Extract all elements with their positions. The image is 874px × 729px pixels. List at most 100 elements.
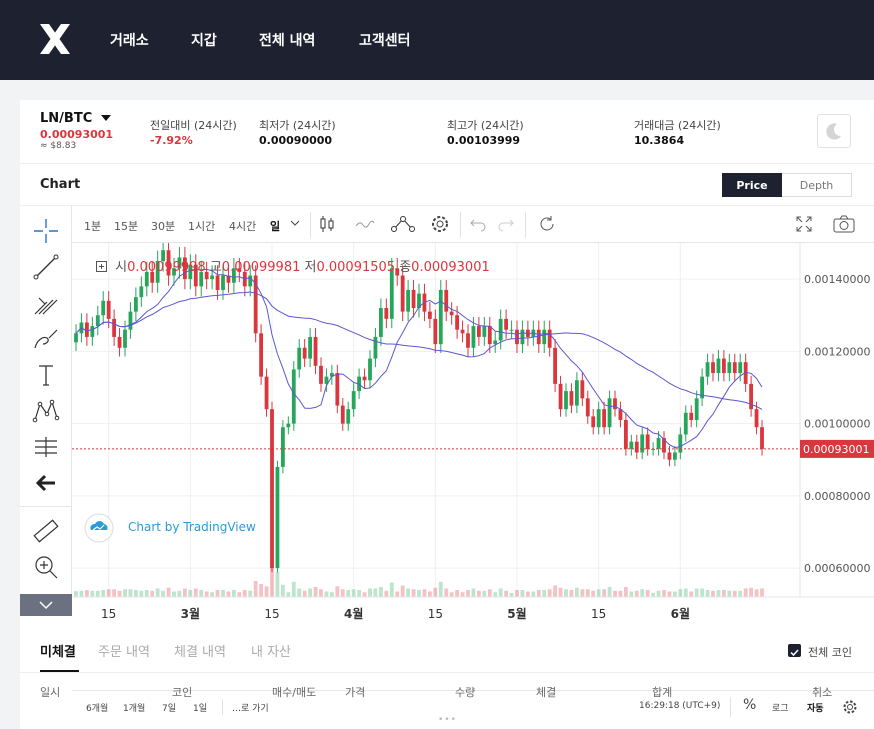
volume-bar [672, 591, 677, 597]
interval-4h[interactable]: 4시간 [229, 220, 257, 233]
interval-30m[interactable]: 30분 [151, 220, 176, 233]
text-icon[interactable] [31, 360, 61, 390]
prediction-icon[interactable] [31, 432, 61, 462]
volume-bar [645, 590, 650, 597]
volume-bar [689, 591, 694, 597]
candle-body [564, 391, 568, 410]
pair-selector[interactable]: LN/BTC [40, 111, 111, 126]
interval-dropdown-icon[interactable] [288, 216, 302, 230]
zoom-in-icon[interactable] [31, 552, 61, 582]
candle-body [487, 326, 492, 345]
camera-icon[interactable] [832, 214, 856, 234]
candle-body [161, 250, 166, 262]
nav-wallet[interactable]: 지갑 [191, 33, 217, 49]
refresh-icon[interactable] [537, 214, 557, 234]
volume-bar [455, 590, 460, 597]
candles-icon[interactable] [317, 214, 337, 234]
nav-support[interactable]: 고객센터 [359, 33, 411, 49]
candle-body [253, 275, 258, 334]
pair-usd-price: ≈ $8.83 [40, 141, 77, 151]
volume-bar [357, 590, 362, 597]
undo-icon[interactable] [468, 214, 488, 234]
candle-body [705, 362, 710, 377]
log-toggle[interactable]: 로그 [772, 704, 789, 714]
volume-bar [487, 589, 492, 597]
volume-value: 10.3864 [634, 134, 685, 147]
exchange-logo[interactable] [38, 22, 72, 56]
time-tick-label: 15 [264, 607, 279, 621]
candle-body [144, 271, 149, 287]
close-label: 종 [399, 260, 412, 275]
moving-average-slow [75, 291, 763, 410]
range-separator [730, 697, 731, 717]
theme-toggle-button[interactable] [817, 114, 851, 148]
price-tab[interactable]: Price [722, 173, 782, 197]
volume-bar [504, 590, 509, 597]
resize-handle[interactable]: ••• [438, 715, 457, 725]
fullscreen-icon[interactable] [794, 214, 814, 234]
volume-bar [558, 587, 563, 597]
redo-icon[interactable] [496, 214, 516, 234]
interval-day[interactable]: 일 [270, 220, 281, 233]
brush-icon[interactable] [31, 324, 61, 354]
percent-toggle[interactable]: % [743, 697, 757, 713]
tab-my-assets[interactable]: 내 자산 [251, 645, 292, 660]
volume-bar [531, 591, 536, 597]
nav-history[interactable]: 전체 내역 [259, 33, 316, 49]
ruler-icon[interactable] [31, 516, 61, 546]
interval-15m[interactable]: 15분 [114, 220, 139, 233]
interval-1m[interactable]: 1분 [84, 220, 102, 233]
pitchfork-icon[interactable] [31, 288, 61, 318]
toolbar-collapse-button[interactable] [20, 594, 72, 616]
volume-bar [640, 589, 645, 597]
depth-tab[interactable]: Depth [782, 173, 852, 197]
candle-body [749, 383, 754, 410]
volume-bar [553, 585, 558, 597]
nav-exchange[interactable]: 거래소 [110, 33, 149, 49]
candle-body [760, 427, 764, 449]
candle-body [438, 289, 443, 345]
volume-bar [618, 590, 623, 597]
volume-label: 거래대금 (24시간) [634, 119, 721, 132]
volume-bar [133, 590, 138, 597]
candle-body [449, 311, 454, 316]
range-1d[interactable]: 1일 [193, 704, 208, 714]
high-value: 0.00103999 [447, 134, 521, 147]
col-side: 매수/매도 [272, 686, 317, 699]
range-7d[interactable]: 7일 [162, 704, 177, 714]
tab-order-history[interactable]: 주문 내역 [98, 645, 150, 660]
trend-line-icon[interactable] [31, 252, 61, 282]
candle-body [368, 358, 372, 381]
tab-open-orders[interactable]: 미체결 [40, 645, 76, 660]
auto-toggle[interactable]: 자동 [807, 704, 824, 714]
volume-bar [700, 588, 705, 597]
candle-body [150, 271, 155, 283]
crosshair-icon[interactable] [31, 216, 61, 246]
range-1m[interactable]: 1개월 [123, 704, 146, 714]
volume-bar [340, 589, 345, 597]
candle-body [520, 329, 525, 345]
back-arrow-icon[interactable] [31, 468, 61, 498]
candle-body [133, 297, 138, 312]
volume-bar [525, 591, 530, 597]
interval-1h[interactable]: 1시간 [188, 220, 216, 233]
chart-settings-gear-icon[interactable] [842, 699, 858, 715]
volume-bar [400, 585, 405, 597]
active-tab-indicator [40, 670, 79, 672]
expand-legend-icon[interactable] [96, 261, 107, 272]
range-6m[interactable]: 6개월 [86, 704, 109, 714]
indicators-icon[interactable] [391, 214, 415, 234]
pattern-icon[interactable] [31, 396, 61, 426]
volume-bar [613, 590, 617, 597]
candle-body [346, 409, 351, 424]
line-style-icon[interactable] [355, 214, 375, 234]
tab-trade-history[interactable]: 체결 내역 [174, 645, 226, 660]
all-coins-checkbox[interactable] [788, 644, 801, 657]
price-chart[interactable]: 0.00140000 0.00120000 0.00100000 0.00080000… [72, 243, 874, 690]
settings-gear-icon[interactable] [430, 214, 450, 234]
tradingview-watermark[interactable]: Chart by TradingView [84, 511, 284, 545]
volume-bar [248, 590, 253, 597]
candle-body [335, 373, 340, 406]
volume-bar [106, 589, 111, 597]
goto-date-button[interactable]: …로 가기 [232, 704, 269, 714]
